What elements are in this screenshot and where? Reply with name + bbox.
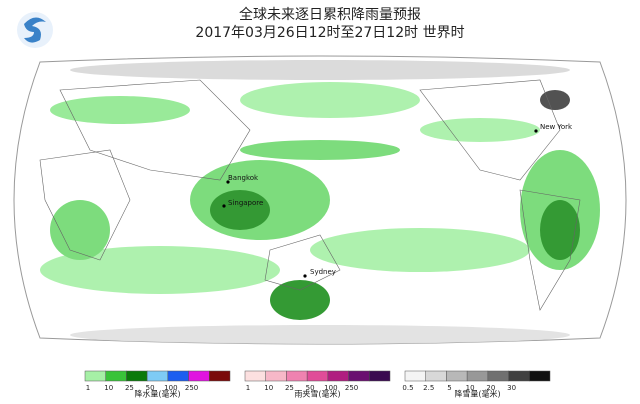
legend-tick-label: 100 (164, 384, 177, 392)
legend-tick-label: 50 (146, 384, 155, 392)
legend-swatch (265, 370, 287, 382)
legend-tick-label: 250 (345, 384, 358, 392)
legend-tick-label: 20 (486, 384, 495, 392)
legend-swatch (425, 370, 447, 382)
city-label: Singapore (228, 199, 263, 207)
legend-swatch (146, 370, 169, 382)
legend-swatch (446, 370, 468, 382)
legend-swatch (286, 370, 308, 382)
legend-tick-label: 1 (86, 384, 90, 392)
legend-swatch (209, 370, 231, 382)
legend-swatch (404, 370, 426, 382)
map-subtitle: 2017年03月26日12时至27日12时 世界时 (195, 25, 464, 41)
cities: Bangkok Singapore Sydney New York (228, 123, 573, 276)
legend-swatch (369, 370, 391, 382)
legend-label: 降水量(毫米) (134, 389, 180, 399)
legend-swatch (306, 370, 329, 382)
legend-tick-label: 0.5 (402, 384, 413, 392)
map-title: 全球未来逐日累积降雨量预报 (239, 6, 421, 23)
legend-swatch (105, 370, 127, 382)
legend-tick-label: 100 (324, 384, 337, 392)
legend-tick-label: 5 (447, 384, 451, 392)
city-marker (222, 204, 226, 208)
legends: 1 10 25 50 100 250 降水量(毫米) 1 10 25 50 100 250 雨夹雪(毫米)… (84, 129, 551, 399)
logo (17, 12, 53, 48)
legend-swatch (188, 370, 210, 382)
map (13, 55, 627, 345)
legend-swatch (126, 370, 148, 382)
legend-label: 降雪量(毫米) (454, 389, 500, 399)
city-label: Bangkok (228, 174, 259, 182)
legend-tick-label: 10 (264, 384, 273, 392)
legend-tick-label: 250 (185, 384, 198, 392)
legend-swatch (466, 370, 489, 382)
legend-tick-label: 25 (285, 384, 294, 392)
legend-tick-label: 50 (306, 384, 315, 392)
legend-swatch (529, 370, 551, 382)
city-marker (226, 180, 230, 184)
legend-tick-label: 1 (246, 384, 250, 392)
legend-tick-label: 10 (466, 384, 475, 392)
city-marker (303, 274, 307, 278)
city-label: New York (540, 123, 573, 131)
legend-tick-label: 25 (125, 384, 134, 392)
city-marker (534, 129, 538, 133)
city-label: Sydney (310, 268, 336, 276)
legend-tick-label: 30 (507, 384, 516, 392)
legend-tick-label: 10 (104, 384, 113, 392)
legend-swatch (167, 370, 189, 382)
legend-tick-label: 2.5 (423, 384, 434, 392)
legend-swatch (487, 370, 509, 382)
legend-swatch (327, 370, 349, 382)
legend-swatch (508, 370, 530, 382)
legend-swatch (244, 370, 266, 382)
legend-swatch (348, 370, 370, 382)
legend-label: 雨夹雪(毫米) (294, 389, 340, 399)
legend-swatch (84, 370, 106, 382)
